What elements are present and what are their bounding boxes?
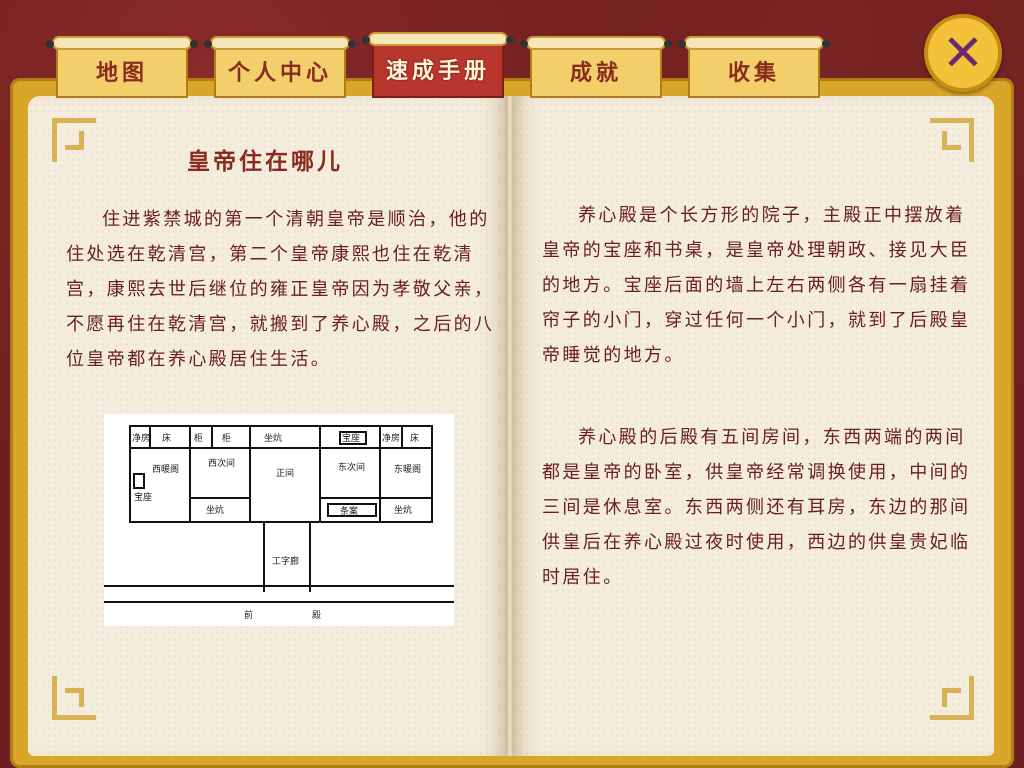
- close-button[interactable]: ✕: [924, 14, 1002, 92]
- tab-map[interactable]: 地图: [46, 36, 198, 98]
- corner-ornament-icon: [52, 118, 96, 162]
- fp-label: 坐炕: [394, 504, 412, 516]
- corner-ornament-icon: [930, 118, 974, 162]
- floorplan-image: 净房 床 柜 柜 坐炕 宝座 净房 床 西暖阁 宝座 西次间 正间 东次间 东暖…: [104, 414, 454, 626]
- right-paragraph-2: 养心殿的后殿有五间房间，东西两端的两间都是皇帝的卧室，供皇帝经常调换使用，中间的…: [542, 427, 971, 588]
- fp-label: 柜: [194, 432, 203, 444]
- tab-label: 速成手册: [385, 59, 490, 84]
- fp-label: 西暖阁: [152, 463, 179, 475]
- scroll-roll-icon: [520, 36, 672, 50]
- fp-label: 东次间: [338, 461, 365, 473]
- fp-label: 净房: [382, 432, 400, 444]
- fp-label: 殿: [312, 610, 321, 621]
- fp-label: 西次间: [208, 457, 235, 469]
- scroll-roll-icon: [204, 36, 356, 50]
- book-spine: [506, 96, 514, 756]
- fp-label: 床: [162, 432, 171, 444]
- tab-label: 收集: [727, 61, 780, 86]
- tab-handbook[interactable]: 速成手册: [362, 32, 514, 98]
- tab-profile[interactable]: 个人中心: [204, 36, 356, 98]
- right-paragraph-1: 养心殿是个长方形的院子，主殿正中摆放着皇帝的宝座和书桌，是皇帝处理朝政、接见大臣…: [542, 205, 971, 366]
- corner-ornament-icon: [930, 676, 974, 720]
- fp-label: 净房: [132, 432, 150, 444]
- scroll-roll-icon: [46, 36, 198, 50]
- fp-label: 前: [244, 609, 253, 621]
- corner-ornament-icon: [52, 676, 96, 720]
- scroll-roll-icon: [362, 32, 514, 46]
- left-paragraph: 住进紫禁城的第一个清朝皇帝是顺治，他的住处选在乾清宫，第二个皇帝康熙也住在乾清宫…: [66, 209, 495, 370]
- tab-label: 成就: [569, 61, 622, 86]
- tab-label: 地图: [95, 61, 148, 86]
- fp-label: 坐炕: [264, 432, 282, 444]
- fp-label: 工字廊: [272, 555, 299, 567]
- tab-label: 个人中心: [227, 61, 332, 86]
- tab-achievements[interactable]: 成就: [520, 36, 672, 98]
- right-page: [512, 96, 994, 756]
- scroll-roll-icon: [678, 36, 830, 50]
- fp-label: 正间: [276, 467, 294, 479]
- page-title: 皇帝住在哪儿: [187, 149, 343, 175]
- fp-label: 宝座: [134, 491, 152, 503]
- fp-label: 床: [410, 432, 419, 444]
- tab-collection[interactable]: 收集: [678, 36, 830, 98]
- fp-label: 柜: [222, 432, 231, 444]
- fp-label: 坐炕: [206, 504, 224, 516]
- fp-label: 东暖阁: [394, 463, 421, 475]
- fp-label: 宝座: [342, 432, 360, 444]
- fp-label: 条案: [340, 505, 358, 517]
- close-icon: ✕: [942, 24, 984, 82]
